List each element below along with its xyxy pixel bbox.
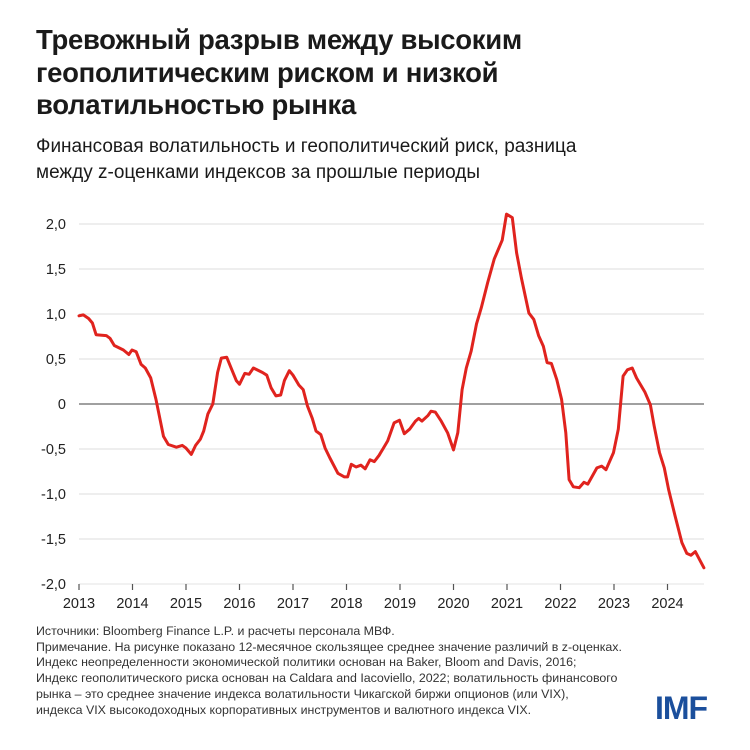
- note-line: Примечание. На рисунке показано 12-месяч…: [36, 639, 622, 654]
- y-tick-label: 0,5: [46, 352, 66, 368]
- x-tick-label: 2015: [170, 596, 202, 612]
- x-tick-label: 2023: [598, 596, 630, 612]
- title-line: Тревожный разрыв между высоким: [36, 24, 522, 55]
- chart-notes: Источники: Bloomberg Finance L.P. и расч…: [36, 624, 676, 718]
- title-line: геополитическим риском и низкой: [36, 56, 499, 88]
- chart-subtitle: Финансовая волатильность и геополитическ…: [36, 134, 726, 186]
- x-tick-label: 2017: [277, 596, 309, 612]
- x-tick-label: 2018: [330, 596, 362, 612]
- x-tick-label: 2013: [63, 596, 95, 612]
- y-tick-label: 1,0: [46, 307, 66, 323]
- subtitle-line: между z-оценками индексов за прошлые пер…: [36, 162, 481, 183]
- x-tick-label: 2021: [491, 596, 523, 612]
- x-tick-label: 2016: [223, 596, 255, 612]
- note-line: рынка – это среднее значение индекса вол…: [36, 686, 569, 701]
- x-tick-label: 2024: [651, 596, 683, 612]
- title-line: волатильностью рынка: [36, 89, 356, 120]
- gridlines: [79, 223, 704, 540]
- x-tick-label: 2022: [544, 596, 576, 612]
- series-line: [77, 212, 706, 570]
- x-axis: 2013 2014 2015 2016 2017 2018 2019 2020 2021 2022…: [63, 583, 704, 612]
- y-tick-label: 0: [58, 397, 66, 413]
- line-chart: 2,01,51,00,50-0,5-1,0-1,5-2,0 2013 2014 20…: [41, 212, 706, 612]
- x-tick-label: 2014: [116, 596, 148, 612]
- note-line: Индекс геополитического риска основан на…: [36, 671, 618, 686]
- y-tick-label: -0,5: [41, 442, 66, 458]
- note-line: индекса VIX высокодоходных корпоративных…: [36, 702, 532, 717]
- chart-title: Тревожный разрыв между высоким геополити…: [36, 24, 726, 122]
- x-tick-label: 2020: [437, 596, 469, 612]
- y-tick-label: 1,5: [46, 262, 66, 278]
- series: [77, 212, 706, 570]
- y-tick-label: -2,0: [41, 577, 66, 593]
- y-tick-label: 2,0: [46, 217, 66, 233]
- imf-logo: IMF: [655, 690, 708, 726]
- y-axis: 2,0 1,5 1,0 0,5 0 -0,5 -1,0 -1,5 -2,0: [41, 217, 66, 593]
- x-tick-label: 2019: [384, 596, 416, 612]
- y-tick-label: -1,0: [41, 487, 66, 503]
- y-tick-label: -1,5: [41, 532, 66, 548]
- note-line: Индекс неопределенности экономической по…: [36, 655, 577, 670]
- subtitle-line: Финансовая волатильность и геополитическ…: [36, 136, 577, 157]
- sources-note: Источники: Bloomberg Finance L.P. и расч…: [36, 624, 395, 638]
